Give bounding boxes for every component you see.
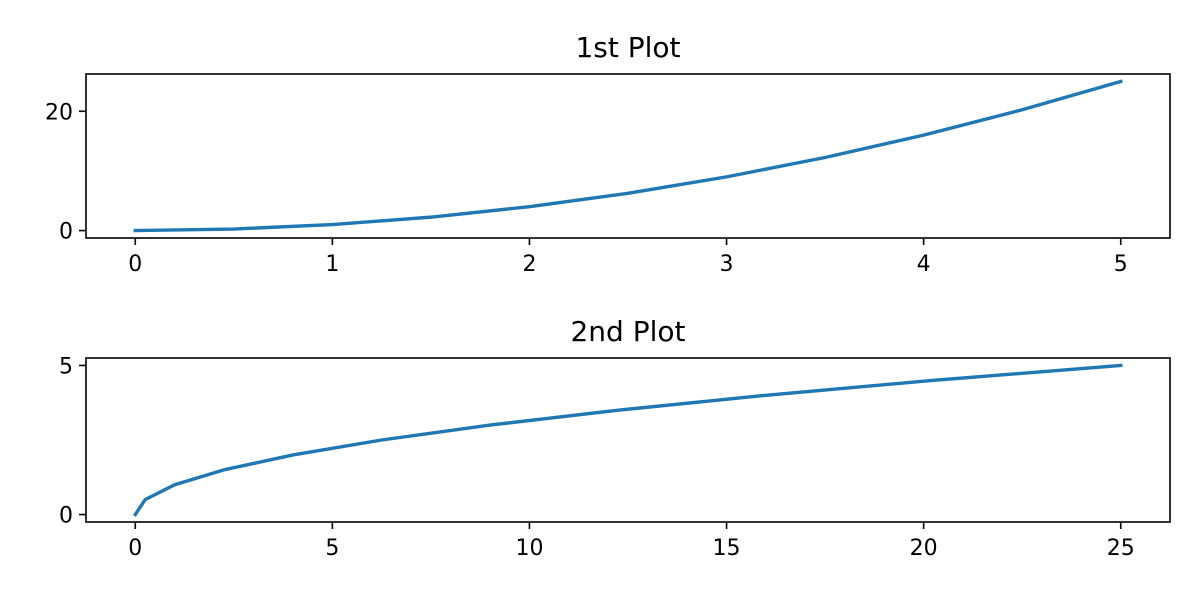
- chart-1-x-tick-label: 5: [1114, 252, 1128, 277]
- chart-1-x-tick-label: 3: [720, 252, 734, 277]
- chart-1-x-tick-label: 4: [917, 252, 931, 277]
- chart-2-x-tick-label: 0: [128, 536, 142, 561]
- chart-2-x-tick-label: 15: [713, 536, 741, 561]
- chart-2-y-tick-label: 0: [59, 504, 73, 529]
- chart-1-title: 1st Plot: [575, 31, 680, 64]
- chart-2-axes-frame: [85, 357, 1171, 523]
- chart-1-x-tick-label: 0: [128, 252, 142, 277]
- chart-2-x-tick-label: 10: [515, 536, 543, 561]
- chart-2-x-tick-label: 25: [1107, 536, 1135, 561]
- chart-1-y-tick-label: 20: [45, 100, 73, 125]
- chart-1-series-1-line: [133, 79, 1123, 233]
- chart-2: 2nd Plot 0 5 10 15 20 25 0 5: [59, 315, 1171, 561]
- chart-1-x-tick-label: 1: [325, 252, 339, 277]
- chart-1-x-tick-label: 2: [522, 252, 536, 277]
- chart-2-x-tick-label: 5: [325, 536, 339, 561]
- chart-1-y-tick-label: 0: [59, 220, 73, 245]
- chart-2-x-tick-label: 20: [910, 536, 938, 561]
- chart-2-title: 2nd Plot: [570, 315, 685, 348]
- chart-2-series-1-line: [132, 363, 1123, 517]
- chart-2-y-tick-label: 5: [59, 354, 73, 379]
- chart-1-axes-frame: [85, 73, 1171, 239]
- chart-1: 1st Plot 0 1 2 3 4 5 0 20: [45, 31, 1171, 277]
